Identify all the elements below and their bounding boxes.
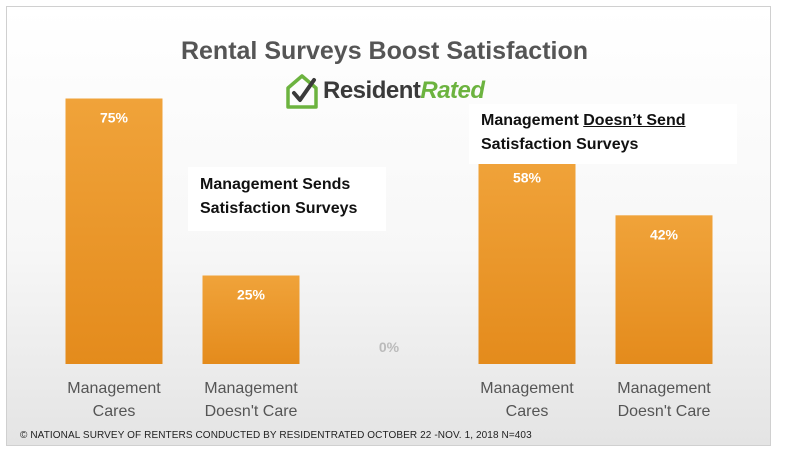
group-label-no-surveys: Management Doesn’t Send Satisfaction Sur… <box>469 104 737 164</box>
bar-plot: 75% 25% 0% 58% 42% <box>65 98 713 364</box>
group-label-line: Satisfaction Surveys <box>200 200 358 217</box>
chart-frame: Rental Surveys Boost Satisfaction Reside… <box>6 6 771 446</box>
category-label-line: Cares <box>505 403 549 420</box>
category-label-3: Management Cares <box>467 377 587 423</box>
group-label-underlined: Doesn’t Send <box>583 112 686 129</box>
category-label-1: Management Doesn't Care <box>191 377 311 423</box>
category-label-line: Doesn't Care <box>617 403 711 420</box>
house-check-icon <box>286 74 318 109</box>
bar-3 <box>478 158 576 364</box>
category-label-line: Management <box>617 380 711 397</box>
logo-text-rated: Rated <box>420 77 485 104</box>
bar-4 <box>615 215 713 364</box>
chart-title: Rental Surveys Boost Satisfaction <box>180 37 589 65</box>
group-label-sends-surveys: Management Sends Satisfaction Surveys <box>188 167 386 231</box>
data-label-3: 58% <box>513 170 542 186</box>
data-label-4: 42% <box>650 226 679 242</box>
group-label-line: Management Sends <box>200 176 351 193</box>
footnote: © NATIONAL SURVEY OF RENTERS CONDUCTED B… <box>20 430 532 441</box>
category-label-line: Management <box>67 380 161 397</box>
category-label-line: Cares <box>92 403 136 420</box>
bar-1 <box>202 275 300 364</box>
logo-text: ResidentRated <box>323 77 485 105</box>
category-label-0: Management Cares <box>54 377 174 423</box>
bar-0 <box>65 98 163 364</box>
category-label-line: Management <box>204 380 298 397</box>
residentrated-logo: ResidentRated <box>285 71 485 111</box>
data-label-0: 75% <box>100 110 129 126</box>
group-label-line: Satisfaction Surveys <box>481 136 639 153</box>
category-label-line: Doesn't Care <box>204 403 298 420</box>
group-label-prefix: Management <box>481 112 584 129</box>
data-label-1: 25% <box>237 287 266 303</box>
category-label-4: Management Doesn't Care <box>604 377 724 423</box>
group-label-line: Management Doesn’t Send <box>481 109 725 133</box>
data-label-2: 0% <box>379 339 400 355</box>
logo-text-resident: Resident <box>323 77 421 104</box>
category-label-line: Management <box>480 380 574 397</box>
